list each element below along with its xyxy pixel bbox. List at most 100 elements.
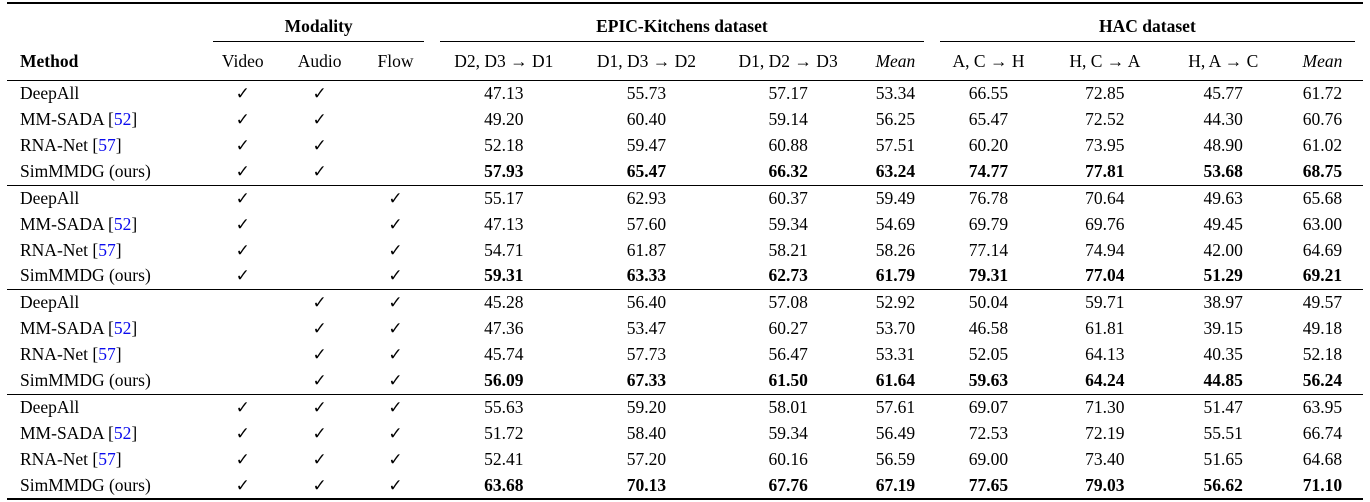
table-row-block4-rna-net: RNA-Net [57] ✓ ✓ ✓ 52.41 57.20 60.16 56.59 69.00… xyxy=(7,446,1363,472)
value-cell: 54.71 xyxy=(484,239,524,260)
value-cell: 60.16 xyxy=(768,448,808,469)
column-header-9: H, C → A xyxy=(1045,42,1165,81)
value-cell: 56.47 xyxy=(768,344,808,365)
group-header-modality: Modality xyxy=(205,3,432,42)
citation-link[interactable]: 57 xyxy=(98,239,116,260)
value-cell: 47.13 xyxy=(484,213,524,234)
checkmark-icon: ✓ xyxy=(235,266,250,286)
value-cell: 53.70 xyxy=(875,318,916,339)
value-cell: 65.47 xyxy=(968,109,1009,130)
empty-cell xyxy=(205,289,281,317)
value-cell: 47.13 xyxy=(484,83,524,104)
value-cell: 66.55 xyxy=(968,83,1009,104)
value-cell: 72.19 xyxy=(1085,422,1125,443)
value-cell: 64.69 xyxy=(1302,239,1343,260)
value-cell: 71.30 xyxy=(1045,393,1165,421)
checkmark-icon: ✓ xyxy=(235,240,250,260)
value-cell: 69.79 xyxy=(968,213,1009,234)
checkmark-icon: ✓ xyxy=(312,449,327,469)
table-row-block2-deepall: DeepAll ✓ ✓ 55.17 62.93 60.37 59.49 76.78 70.64 4… xyxy=(7,184,1363,212)
citation-link[interactable]: 52 xyxy=(113,422,132,443)
value-cell: 59.47 xyxy=(626,134,667,155)
value-cell: 49.45 xyxy=(1203,213,1243,234)
value-cell: 50.04 xyxy=(931,289,1046,317)
method-name: RNA-Net [57] xyxy=(20,134,122,155)
value-cell: 59.71 xyxy=(1045,289,1165,317)
method-name: SimMMDG (ours) xyxy=(20,160,151,181)
table-row-block1-deepall: DeepAll ✓ ✓ 47.13 55.73 57.17 53.34 66.55 72.85 4… xyxy=(7,81,1363,107)
value-cell: 79.03 xyxy=(1085,474,1125,495)
value-cell: 51.29 xyxy=(1203,265,1243,286)
value-cell: 74.77 xyxy=(968,160,1009,181)
value-cell: 67.19 xyxy=(875,474,916,495)
value-cell: 57.51 xyxy=(875,134,916,155)
value-cell: 60.37 xyxy=(717,184,859,212)
value-cell: 47.36 xyxy=(484,318,524,339)
value-cell: 57.08 xyxy=(717,289,859,317)
benchmark-results-table: Modality EPIC-Kitchens dataset HAC datas… xyxy=(7,2,1363,501)
checkmark-icon: ✓ xyxy=(205,184,281,212)
method-name: DeepAll xyxy=(20,83,80,104)
citation-link[interactable]: 52 xyxy=(113,318,132,339)
checkmark-icon: ✓ xyxy=(235,423,250,443)
value-cell: 59.34 xyxy=(768,422,808,443)
value-cell: 56.49 xyxy=(875,422,916,443)
value-cell: 63.68 xyxy=(484,474,524,495)
value-cell: 71.10 xyxy=(1302,474,1343,495)
checkmark-icon: ✓ xyxy=(388,266,403,286)
checkmark-icon: ✓ xyxy=(388,240,403,260)
checkmark-icon: ✓ xyxy=(312,110,327,130)
value-cell: 53.68 xyxy=(1203,160,1243,181)
table-row-block1-rna-net: RNA-Net [57] ✓ ✓ 52.18 59.47 60.88 57.51 60.20 7… xyxy=(7,133,1363,159)
value-cell: 49.63 xyxy=(1164,184,1282,212)
citation-link[interactable]: 52 xyxy=(113,213,132,234)
checkmark-icon: ✓ xyxy=(312,423,327,443)
table-row-block1-simmmdg-ours: SimMMDG (ours) ✓ ✓ 57.93 65.47 66.32 63.24 74.7… xyxy=(7,159,1363,185)
citation-link[interactable]: 52 xyxy=(113,109,132,130)
value-cell: 57.17 xyxy=(768,83,808,104)
empty-cell xyxy=(205,316,280,342)
value-cell: 72.85 xyxy=(1085,83,1125,104)
value-cell: 56.59 xyxy=(875,448,916,469)
value-cell: 58.21 xyxy=(768,239,808,260)
value-cell: 52.18 xyxy=(1302,344,1343,365)
empty-cell xyxy=(359,159,432,185)
value-cell: 49.20 xyxy=(484,109,524,130)
value-cell: 58.40 xyxy=(626,422,667,443)
checkmark-icon: ✓ xyxy=(359,393,432,421)
checkmark-icon: ✓ xyxy=(312,345,327,365)
value-cell: 59.34 xyxy=(768,213,808,234)
value-cell: 70.13 xyxy=(626,474,667,495)
value-cell: 58.26 xyxy=(875,239,916,260)
value-cell: 63.00 xyxy=(1302,213,1343,234)
value-cell: 52.05 xyxy=(968,344,1009,365)
method-name: RNA-Net [57] xyxy=(20,344,122,365)
value-cell: 61.02 xyxy=(1302,134,1343,155)
checkmark-icon: ✓ xyxy=(205,393,281,421)
checkmark-icon: ✓ xyxy=(235,214,250,234)
group-header-epic-kitchens: EPIC-Kitchens dataset xyxy=(432,3,932,42)
column-header-2: Audio xyxy=(280,42,360,81)
method-name: DeepAll xyxy=(7,393,206,421)
citation-link[interactable]: 57 xyxy=(98,134,116,155)
checkmark-icon: ✓ xyxy=(388,475,403,495)
value-cell: 73.40 xyxy=(1085,448,1125,469)
checkmark-icon: ✓ xyxy=(312,161,327,181)
group-header-row: Modality EPIC-Kitchens dataset HAC datas… xyxy=(7,3,1363,42)
value-cell: 77.81 xyxy=(1085,160,1125,181)
value-cell: 69.00 xyxy=(968,448,1009,469)
value-cell: 57.20 xyxy=(626,448,667,469)
value-cell: 61.64 xyxy=(875,369,916,390)
value-cell: 56.24 xyxy=(1302,369,1343,390)
value-cell: 52.92 xyxy=(858,289,932,317)
empty-cell xyxy=(205,342,280,368)
method-name: DeepAll xyxy=(7,184,206,212)
citation-link[interactable]: 57 xyxy=(98,344,116,365)
value-cell: 46.58 xyxy=(968,318,1009,339)
column-header-6: D1, D2 → D3 xyxy=(717,42,859,81)
citation-link[interactable]: 57 xyxy=(98,448,116,469)
checkmark-icon: ✓ xyxy=(359,289,432,317)
checkmark-icon: ✓ xyxy=(312,475,327,495)
value-cell: 64.13 xyxy=(1085,344,1125,365)
